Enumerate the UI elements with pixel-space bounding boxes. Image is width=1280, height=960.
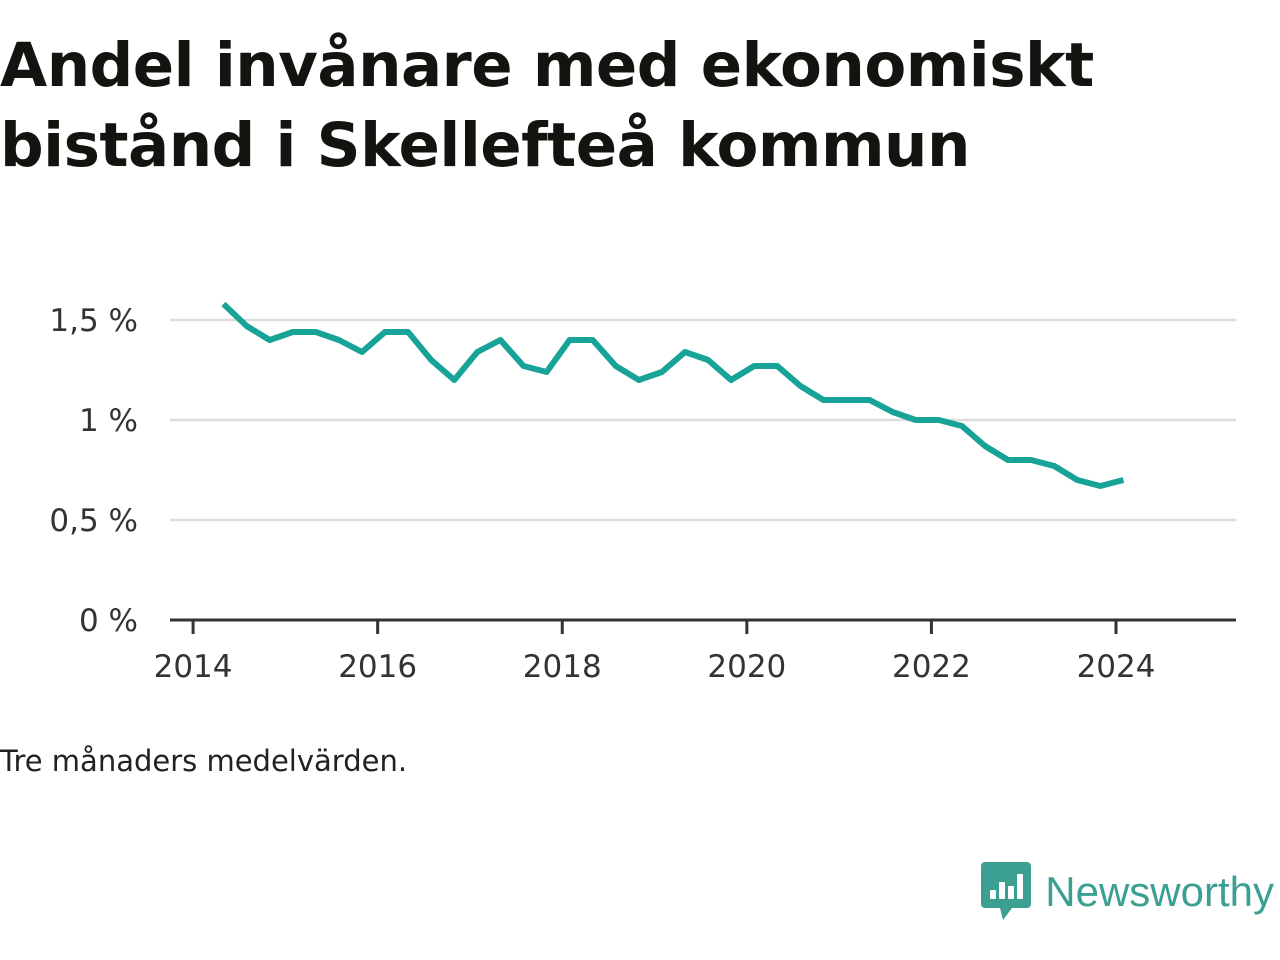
- bar-chart-speech-bubble-icon: [981, 862, 1032, 920]
- x-tick-label: 2024: [1077, 649, 1156, 685]
- brand-logo: Newsworthy: [981, 862, 1274, 922]
- x-tick-label: 2016: [338, 649, 417, 685]
- brand-name: Newsworthy: [1045, 868, 1274, 915]
- x-tick-label: 2018: [523, 649, 602, 685]
- gridlines: [170, 318, 1236, 522]
- y-axis-tick-labels: 0 % 0,5 % 1 % 1,5 %: [49, 303, 138, 639]
- line-chart: 0 % 0,5 % 1 % 1,5 % 2014 2016 2018 2020 2022 202…: [49, 301, 1236, 685]
- y-tick-label: 1,5 %: [49, 303, 138, 339]
- x-tick-label: 2020: [707, 649, 786, 685]
- series-layer: [221, 301, 1125, 489]
- chart-title: Andel invånare med ekonomiskt bistånd i …: [0, 30, 1094, 181]
- x-axis: 2014 2016 2018 2020 2022 2024: [154, 618, 1236, 685]
- y-tick-label: 0,5 %: [49, 503, 138, 539]
- chart-note: Tre månaders medelvärden.: [0, 744, 408, 778]
- x-tick-label: 2022: [892, 649, 971, 685]
- y-tick-label: 1 %: [79, 403, 138, 439]
- series-line: [221, 301, 1125, 489]
- y-tick-label: 0 %: [79, 603, 138, 639]
- x-tick-label: 2014: [154, 649, 233, 685]
